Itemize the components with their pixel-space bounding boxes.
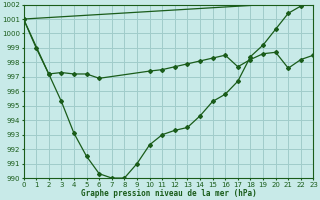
X-axis label: Graphe pression niveau de la mer (hPa): Graphe pression niveau de la mer (hPa) — [81, 189, 256, 198]
